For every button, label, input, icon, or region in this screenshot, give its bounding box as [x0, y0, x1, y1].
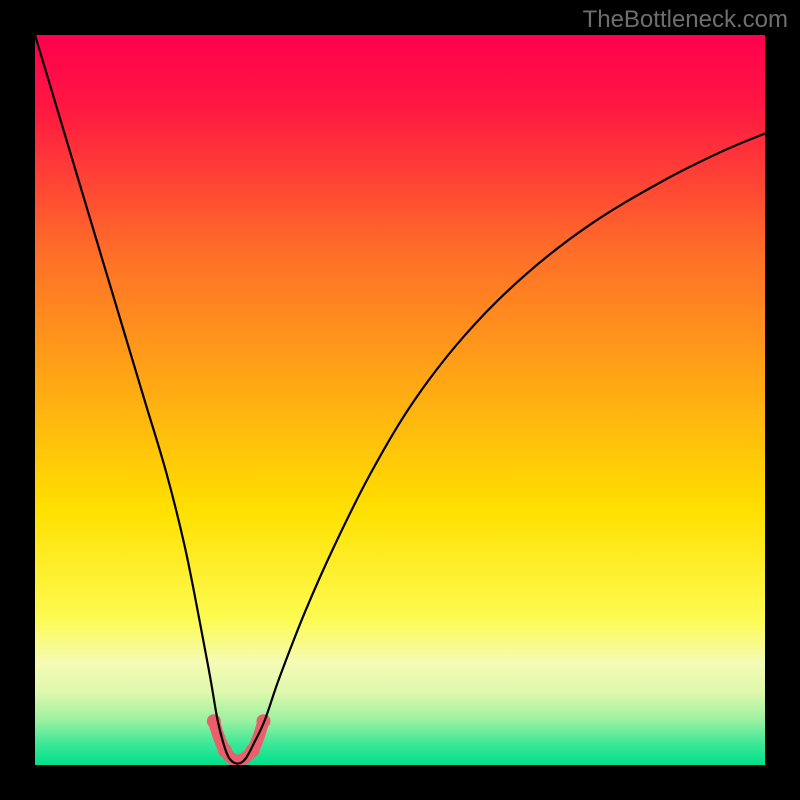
- plot-area: [35, 35, 765, 765]
- outer-frame: TheBottleneck.com: [0, 0, 800, 800]
- watermark-text: TheBottleneck.com: [583, 6, 788, 34]
- trough-highlight-curve: [207, 714, 271, 765]
- curve-layer: [35, 35, 765, 765]
- main-bottleneck-curve: [35, 35, 765, 764]
